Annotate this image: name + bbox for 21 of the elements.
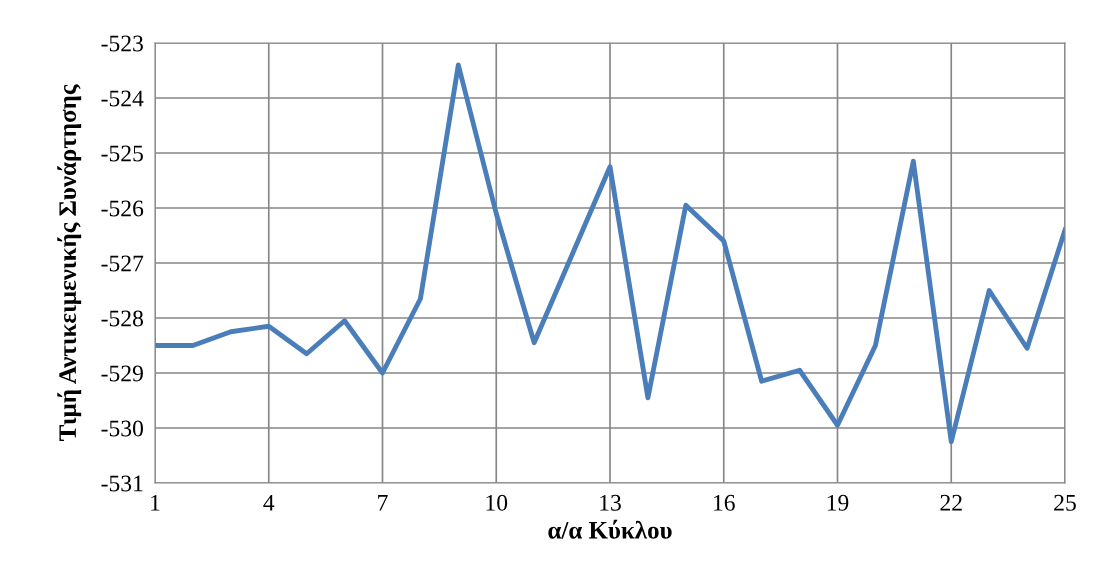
- y-tick-label: -529: [101, 365, 143, 382]
- x-tick-label: 13: [600, 494, 621, 511]
- x-tick-label: 7: [378, 495, 388, 511]
- line-series: [155, 62, 1065, 445]
- x-tick-label: 1: [151, 494, 160, 511]
- y-tick-label: -527: [101, 255, 144, 272]
- y-tick-label: -525: [101, 145, 143, 162]
- y-tick-label: -530: [101, 420, 143, 437]
- y-tick-label: -531: [101, 475, 143, 492]
- x-tick-label: 19: [827, 494, 849, 511]
- x-tick-label: 10: [486, 494, 508, 511]
- x-tick-label: 4: [263, 494, 275, 511]
- x-tick-label: 16: [714, 494, 735, 511]
- y-tick-label: -524: [101, 90, 144, 107]
- y-tick-label: -526: [101, 200, 144, 217]
- y-tick-label: -523: [101, 35, 143, 52]
- y-tick-label: -528: [101, 310, 143, 327]
- x-tick-label: 22: [940, 494, 962, 511]
- x-tick-label: 25: [1054, 494, 1076, 511]
- x-axis-title: α/α Κύκλου: [548, 519, 672, 539]
- y-axis-title: Τιμή Αντικειμενικής Συνάρτησης: [57, 84, 82, 441]
